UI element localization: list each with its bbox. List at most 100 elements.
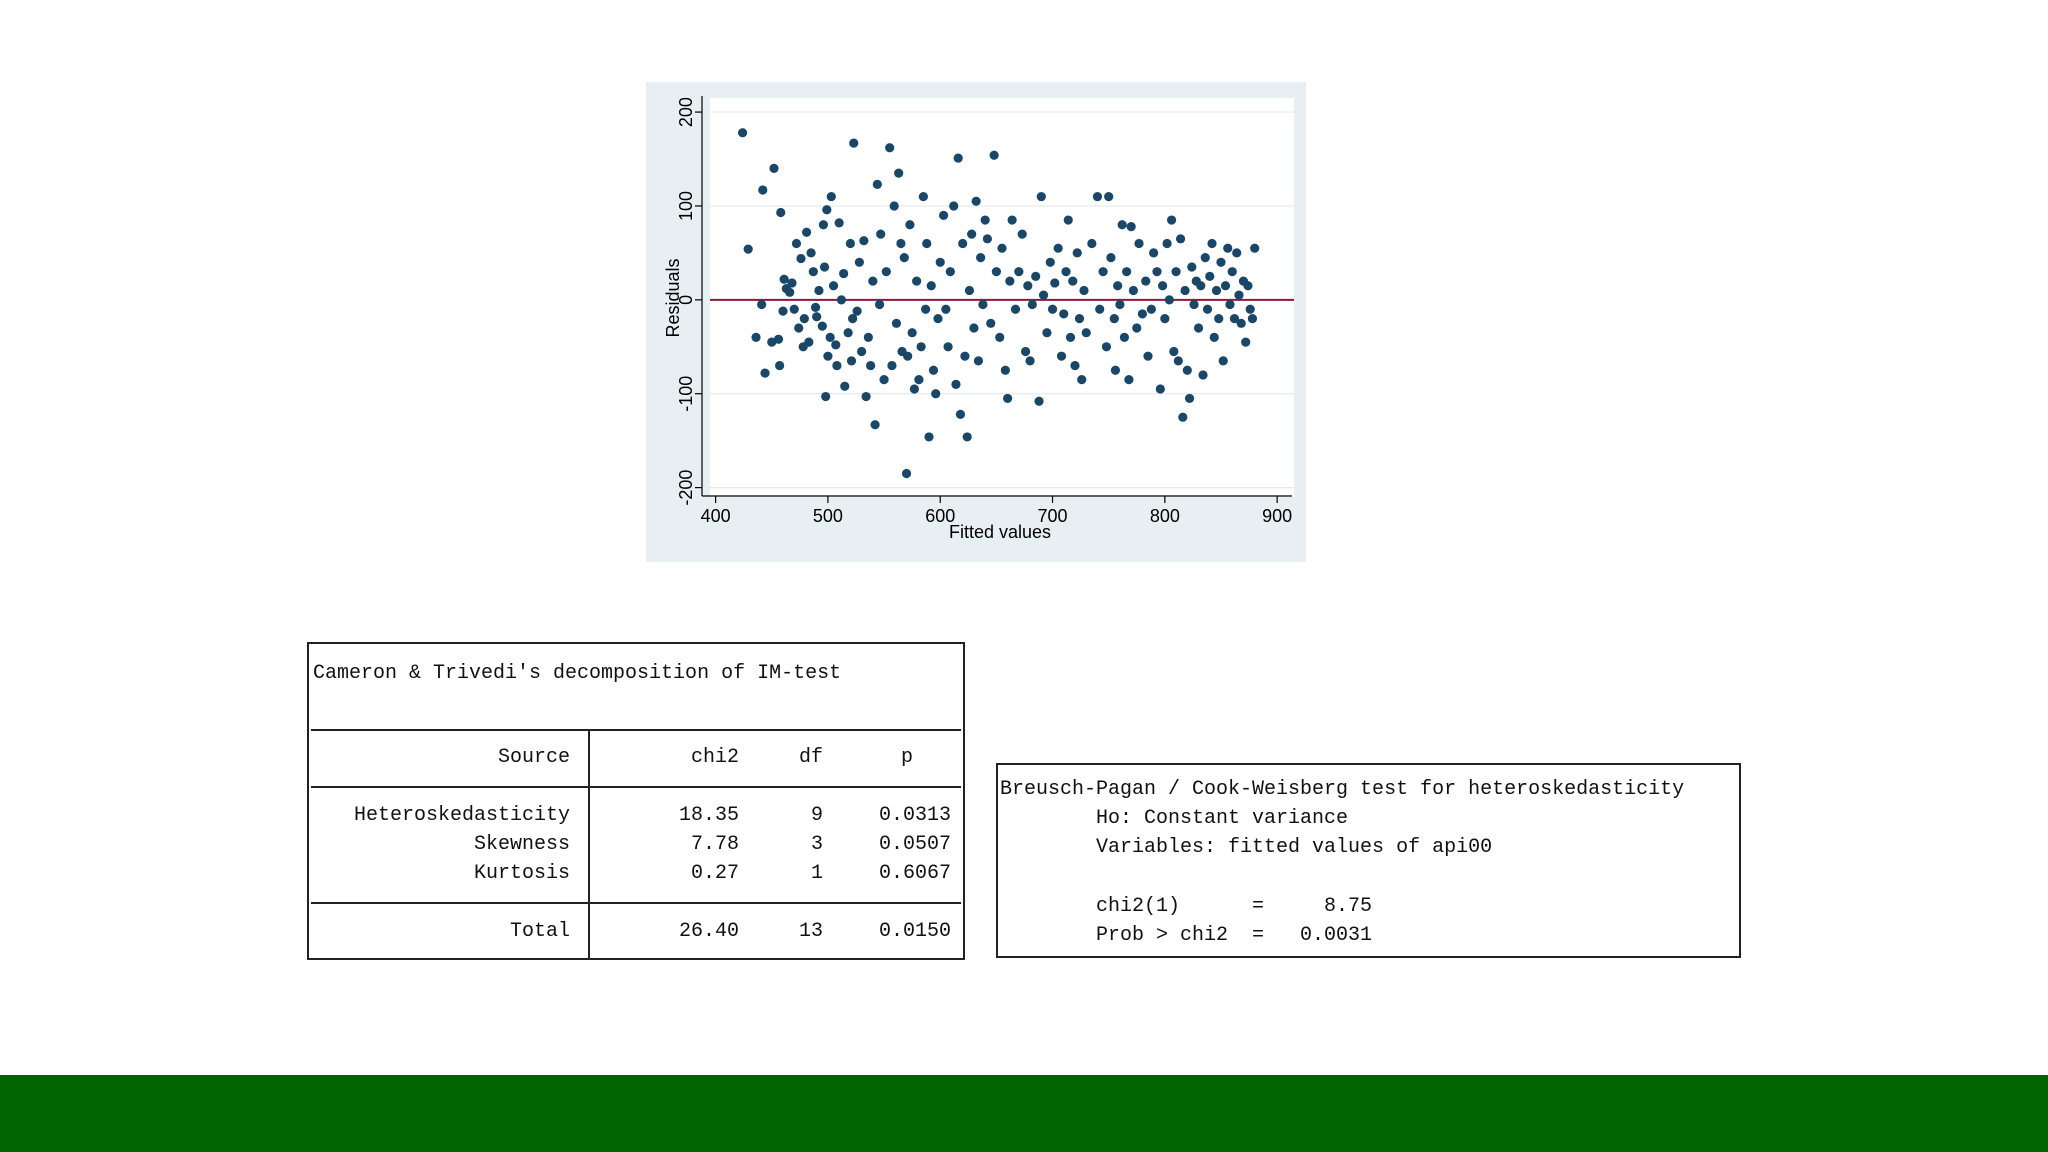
data-point bbox=[776, 207, 786, 218]
data-point bbox=[1000, 365, 1010, 375]
data-point bbox=[879, 375, 889, 385]
data-point bbox=[810, 302, 821, 312]
data-point bbox=[881, 267, 891, 277]
table-divider bbox=[311, 786, 961, 788]
data-point bbox=[831, 340, 841, 350]
data-point bbox=[872, 179, 882, 189]
row-df: 3 bbox=[810, 833, 823, 856]
data-point bbox=[907, 328, 917, 338]
data-point bbox=[1229, 314, 1240, 324]
data-point bbox=[1042, 328, 1052, 338]
data-point bbox=[1227, 267, 1237, 277]
data-point bbox=[976, 253, 986, 263]
data-point bbox=[868, 276, 878, 286]
data-point bbox=[980, 215, 990, 225]
data-point bbox=[825, 332, 835, 342]
data-point bbox=[757, 299, 767, 310]
data-point bbox=[843, 328, 853, 338]
data-point bbox=[958, 238, 968, 249]
data-point bbox=[949, 201, 959, 211]
data-point bbox=[964, 285, 975, 296]
data-point bbox=[769, 163, 779, 174]
data-point bbox=[1158, 281, 1168, 291]
data-point bbox=[1068, 276, 1078, 286]
data-point bbox=[874, 299, 885, 310]
data-point bbox=[1250, 243, 1260, 253]
data-point bbox=[960, 351, 970, 361]
data-point bbox=[909, 384, 919, 394]
data-point bbox=[834, 218, 844, 228]
data-point bbox=[1236, 318, 1246, 328]
data-point bbox=[789, 304, 799, 314]
data-point bbox=[1072, 248, 1082, 258]
row-chi2: 0.27 bbox=[690, 862, 739, 885]
data-point bbox=[832, 360, 842, 371]
data-point bbox=[916, 342, 926, 352]
data-point bbox=[1180, 285, 1190, 296]
data-point bbox=[1178, 412, 1188, 422]
y-tick-labels: -200 -100 0 100 200 bbox=[676, 97, 696, 506]
y-tick-label: 0 bbox=[676, 295, 696, 305]
y-tick-label: 200 bbox=[676, 97, 696, 127]
data-point bbox=[1010, 304, 1021, 314]
data-point bbox=[1232, 248, 1242, 258]
x-tick-label: 400 bbox=[701, 506, 731, 526]
data-point bbox=[814, 285, 824, 296]
data-point bbox=[1220, 281, 1231, 291]
data-point bbox=[845, 238, 855, 249]
data-point bbox=[1173, 356, 1183, 366]
data-point bbox=[1110, 365, 1121, 375]
data-point bbox=[823, 351, 833, 361]
table-divider bbox=[311, 902, 961, 904]
data-point bbox=[1241, 337, 1251, 347]
data-point bbox=[1141, 276, 1151, 286]
residuals-vs-fitted-chart: 400 500 600 700 800 900 -200 -100 0 100 200 Fitte… bbox=[663, 96, 1294, 542]
data-point bbox=[1146, 304, 1156, 314]
data-point bbox=[969, 323, 979, 333]
x-tick-label: 600 bbox=[925, 506, 955, 526]
data-point bbox=[861, 391, 871, 402]
data-point bbox=[1160, 314, 1170, 324]
header-chi2: chi2 bbox=[690, 746, 739, 769]
data-point bbox=[1106, 253, 1116, 263]
data-point bbox=[922, 238, 932, 249]
row-chi2: 7.78 bbox=[690, 833, 739, 856]
data-point bbox=[1137, 309, 1147, 319]
data-point bbox=[1061, 267, 1071, 277]
data-point bbox=[866, 360, 876, 371]
data-point bbox=[953, 153, 963, 163]
data-point bbox=[1045, 257, 1055, 267]
data-point bbox=[822, 205, 832, 215]
data-point bbox=[1182, 365, 1192, 375]
x-tick-label: 800 bbox=[1150, 506, 1180, 526]
data-point bbox=[1092, 191, 1103, 202]
data-point bbox=[775, 360, 785, 371]
y-tick-label: 100 bbox=[676, 191, 696, 221]
data-point bbox=[955, 409, 966, 419]
data-point bbox=[885, 143, 895, 153]
data-point bbox=[1207, 238, 1217, 249]
data-point bbox=[1126, 222, 1136, 232]
data-point bbox=[870, 420, 880, 430]
total-source: Total bbox=[509, 920, 570, 943]
scatter-chart-panel: 400 500 600 700 800 900 -200 -100 0 100 200 Fitte… bbox=[646, 82, 1306, 562]
data-point bbox=[1205, 271, 1215, 281]
data-point bbox=[828, 281, 839, 291]
bp-title: Breusch-Pagan / Cook-Weisberg test for h… bbox=[1000, 778, 1685, 801]
data-point bbox=[1074, 314, 1085, 324]
data-point bbox=[836, 295, 846, 305]
data-point bbox=[818, 220, 829, 230]
data-point bbox=[1119, 332, 1130, 342]
data-point bbox=[846, 356, 857, 366]
data-point bbox=[899, 253, 909, 263]
data-point bbox=[859, 236, 869, 246]
data-point bbox=[791, 238, 802, 249]
data-point bbox=[1007, 215, 1017, 225]
data-point bbox=[1070, 360, 1080, 371]
data-point bbox=[931, 389, 941, 399]
data-point bbox=[1117, 220, 1127, 230]
data-point bbox=[787, 278, 797, 288]
data-point bbox=[1065, 332, 1076, 342]
x-tick-label: 500 bbox=[813, 506, 843, 526]
data-point bbox=[986, 318, 996, 328]
